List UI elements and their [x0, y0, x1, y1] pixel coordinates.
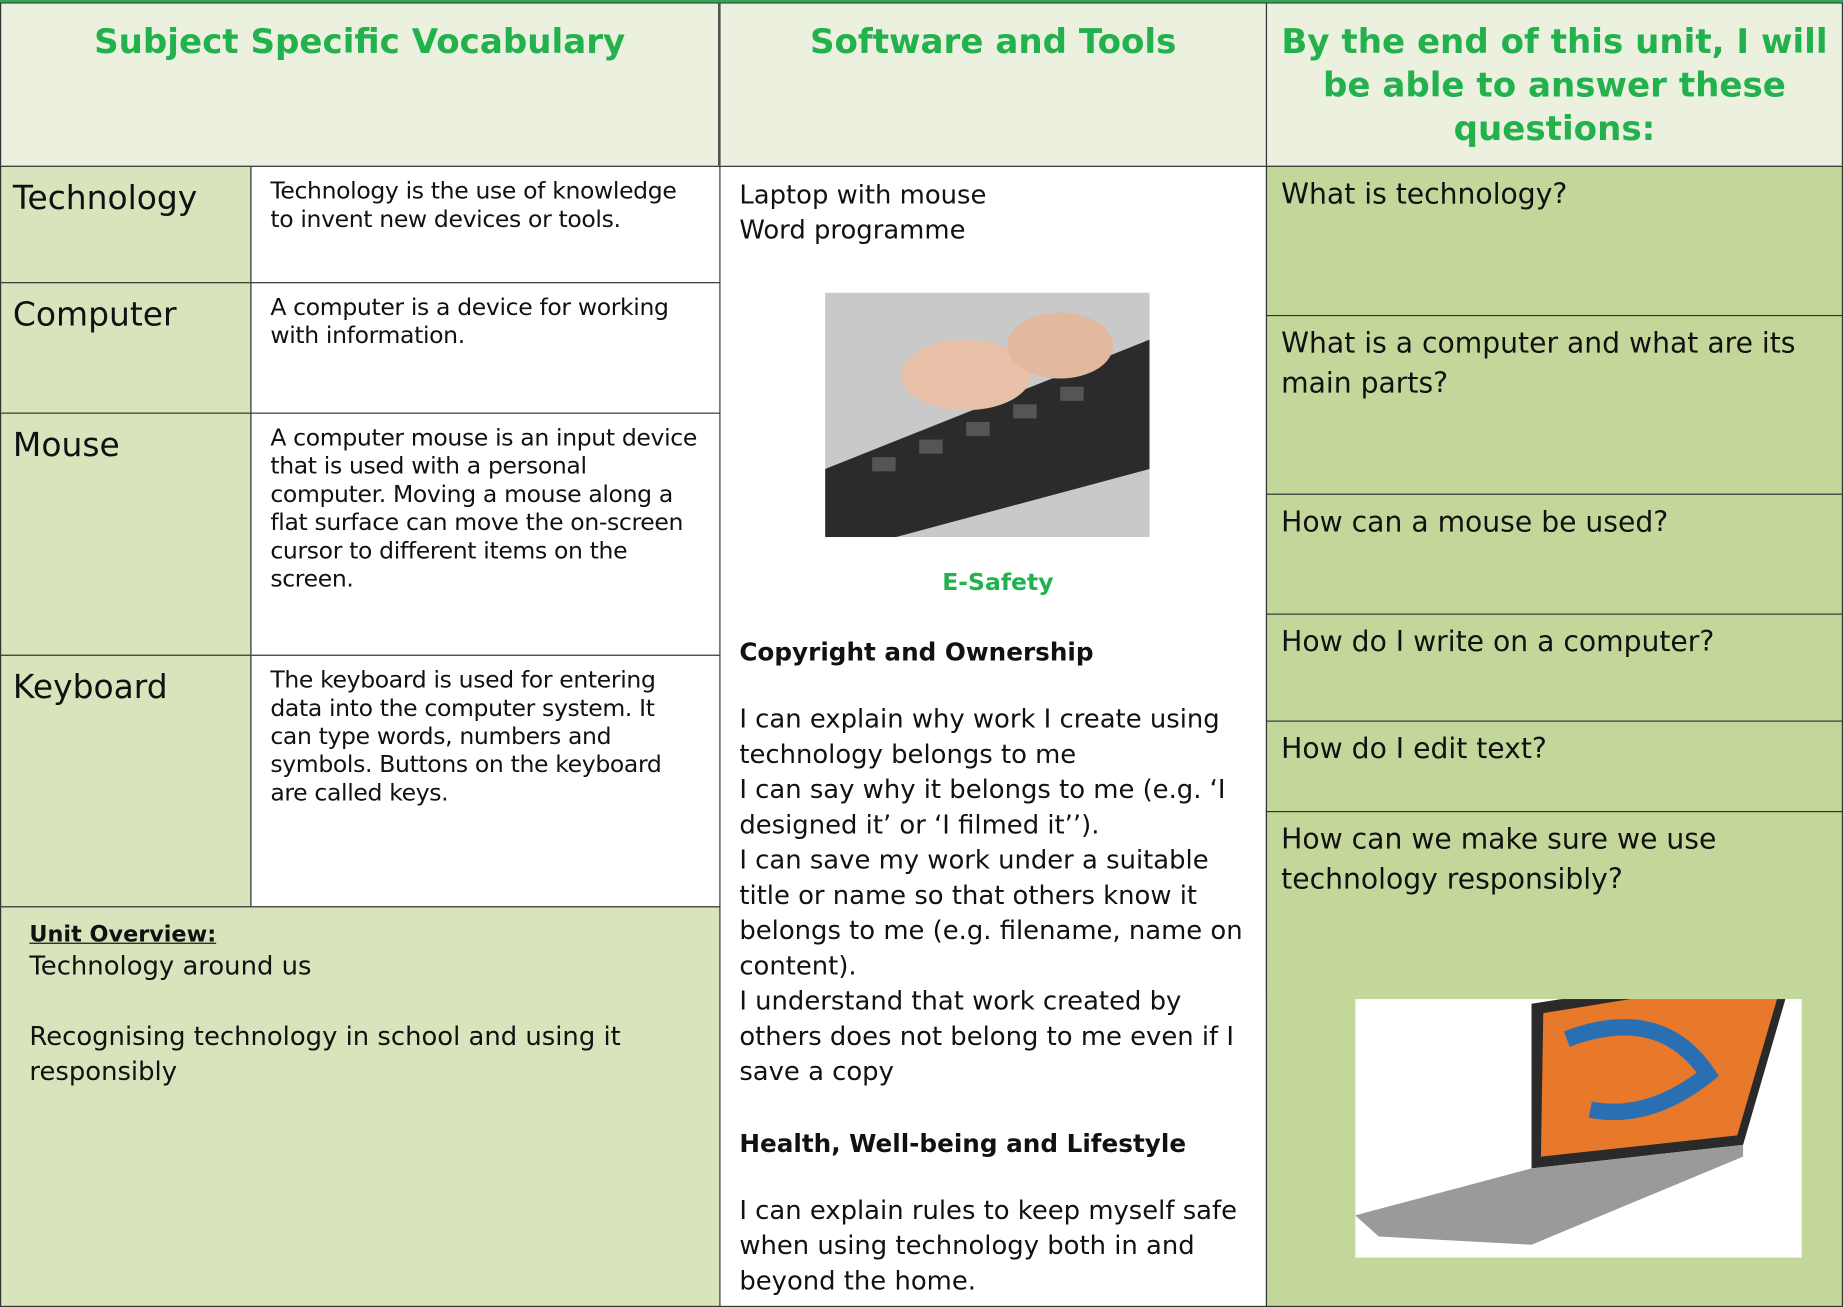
- overview-line: Technology around us: [29, 952, 312, 982]
- vocab-term: Computer: [0, 282, 252, 414]
- overview-label: Unit Overview:: [29, 921, 217, 948]
- keyboard-photo: [825, 292, 1150, 538]
- esafety-line: I can say why it belongs to me (e.g. ‘I …: [739, 775, 1226, 841]
- unit-overview: Unit Overview: Technology around us Recogn…: [0, 906, 721, 1307]
- column-header: Subject Specific Vocabulary: [0, 2, 720, 167]
- column-header: Software and Tools: [719, 2, 1268, 167]
- section-heading: Health, Well-being and Lifestyle: [739, 1129, 1187, 1158]
- vocab-term: Technology: [0, 165, 252, 284]
- esafety: E-Safety Copyright and Ownership I can exp…: [721, 564, 1266, 1300]
- vocab-definition: The keyboard is used for entering data i…: [250, 654, 721, 908]
- question: What is technology?: [1265, 165, 1843, 317]
- esafety-line: I can explain why work I create using te…: [739, 705, 1220, 770]
- question: How do I edit text?: [1265, 720, 1843, 813]
- software-column: Laptop with mouse Word programme E-Safety C…: [719, 165, 1268, 1307]
- section-heading: Copyright and Ownership: [739, 638, 1094, 667]
- question: How can we make sure we use technology r…: [1265, 811, 1843, 1000]
- software-item: Word programme: [739, 216, 966, 246]
- question: How can a mouse be used?: [1265, 493, 1843, 615]
- vocab-definition: Technology is the use of knowledge to in…: [250, 165, 721, 284]
- vocab-definition: A computer mouse is an input device that…: [250, 412, 721, 656]
- vocab-term: Mouse: [0, 412, 252, 656]
- vocab-term: Keyboard: [0, 654, 252, 908]
- question: What is a computer and what are its main…: [1265, 315, 1843, 495]
- software-item: Laptop with mouse: [739, 181, 987, 211]
- esafety-line: I understand that work created by others…: [739, 987, 1235, 1088]
- vocab-definition: A computer is a device for working with …: [250, 282, 721, 414]
- overview-line: Recognising technology in school and usi…: [29, 1022, 621, 1088]
- esafety-line: I can explain rules to keep myself safe …: [739, 1196, 1238, 1297]
- column-header: By the end of this unit, I will be able …: [1265, 2, 1843, 167]
- question: How do I write on a computer?: [1265, 613, 1843, 722]
- software-list: Laptop with mouse Word programme: [721, 179, 1264, 250]
- esafety-line: I can save my work under a suitable titl…: [739, 846, 1243, 982]
- esafety-title: E-Safety: [942, 567, 1054, 596]
